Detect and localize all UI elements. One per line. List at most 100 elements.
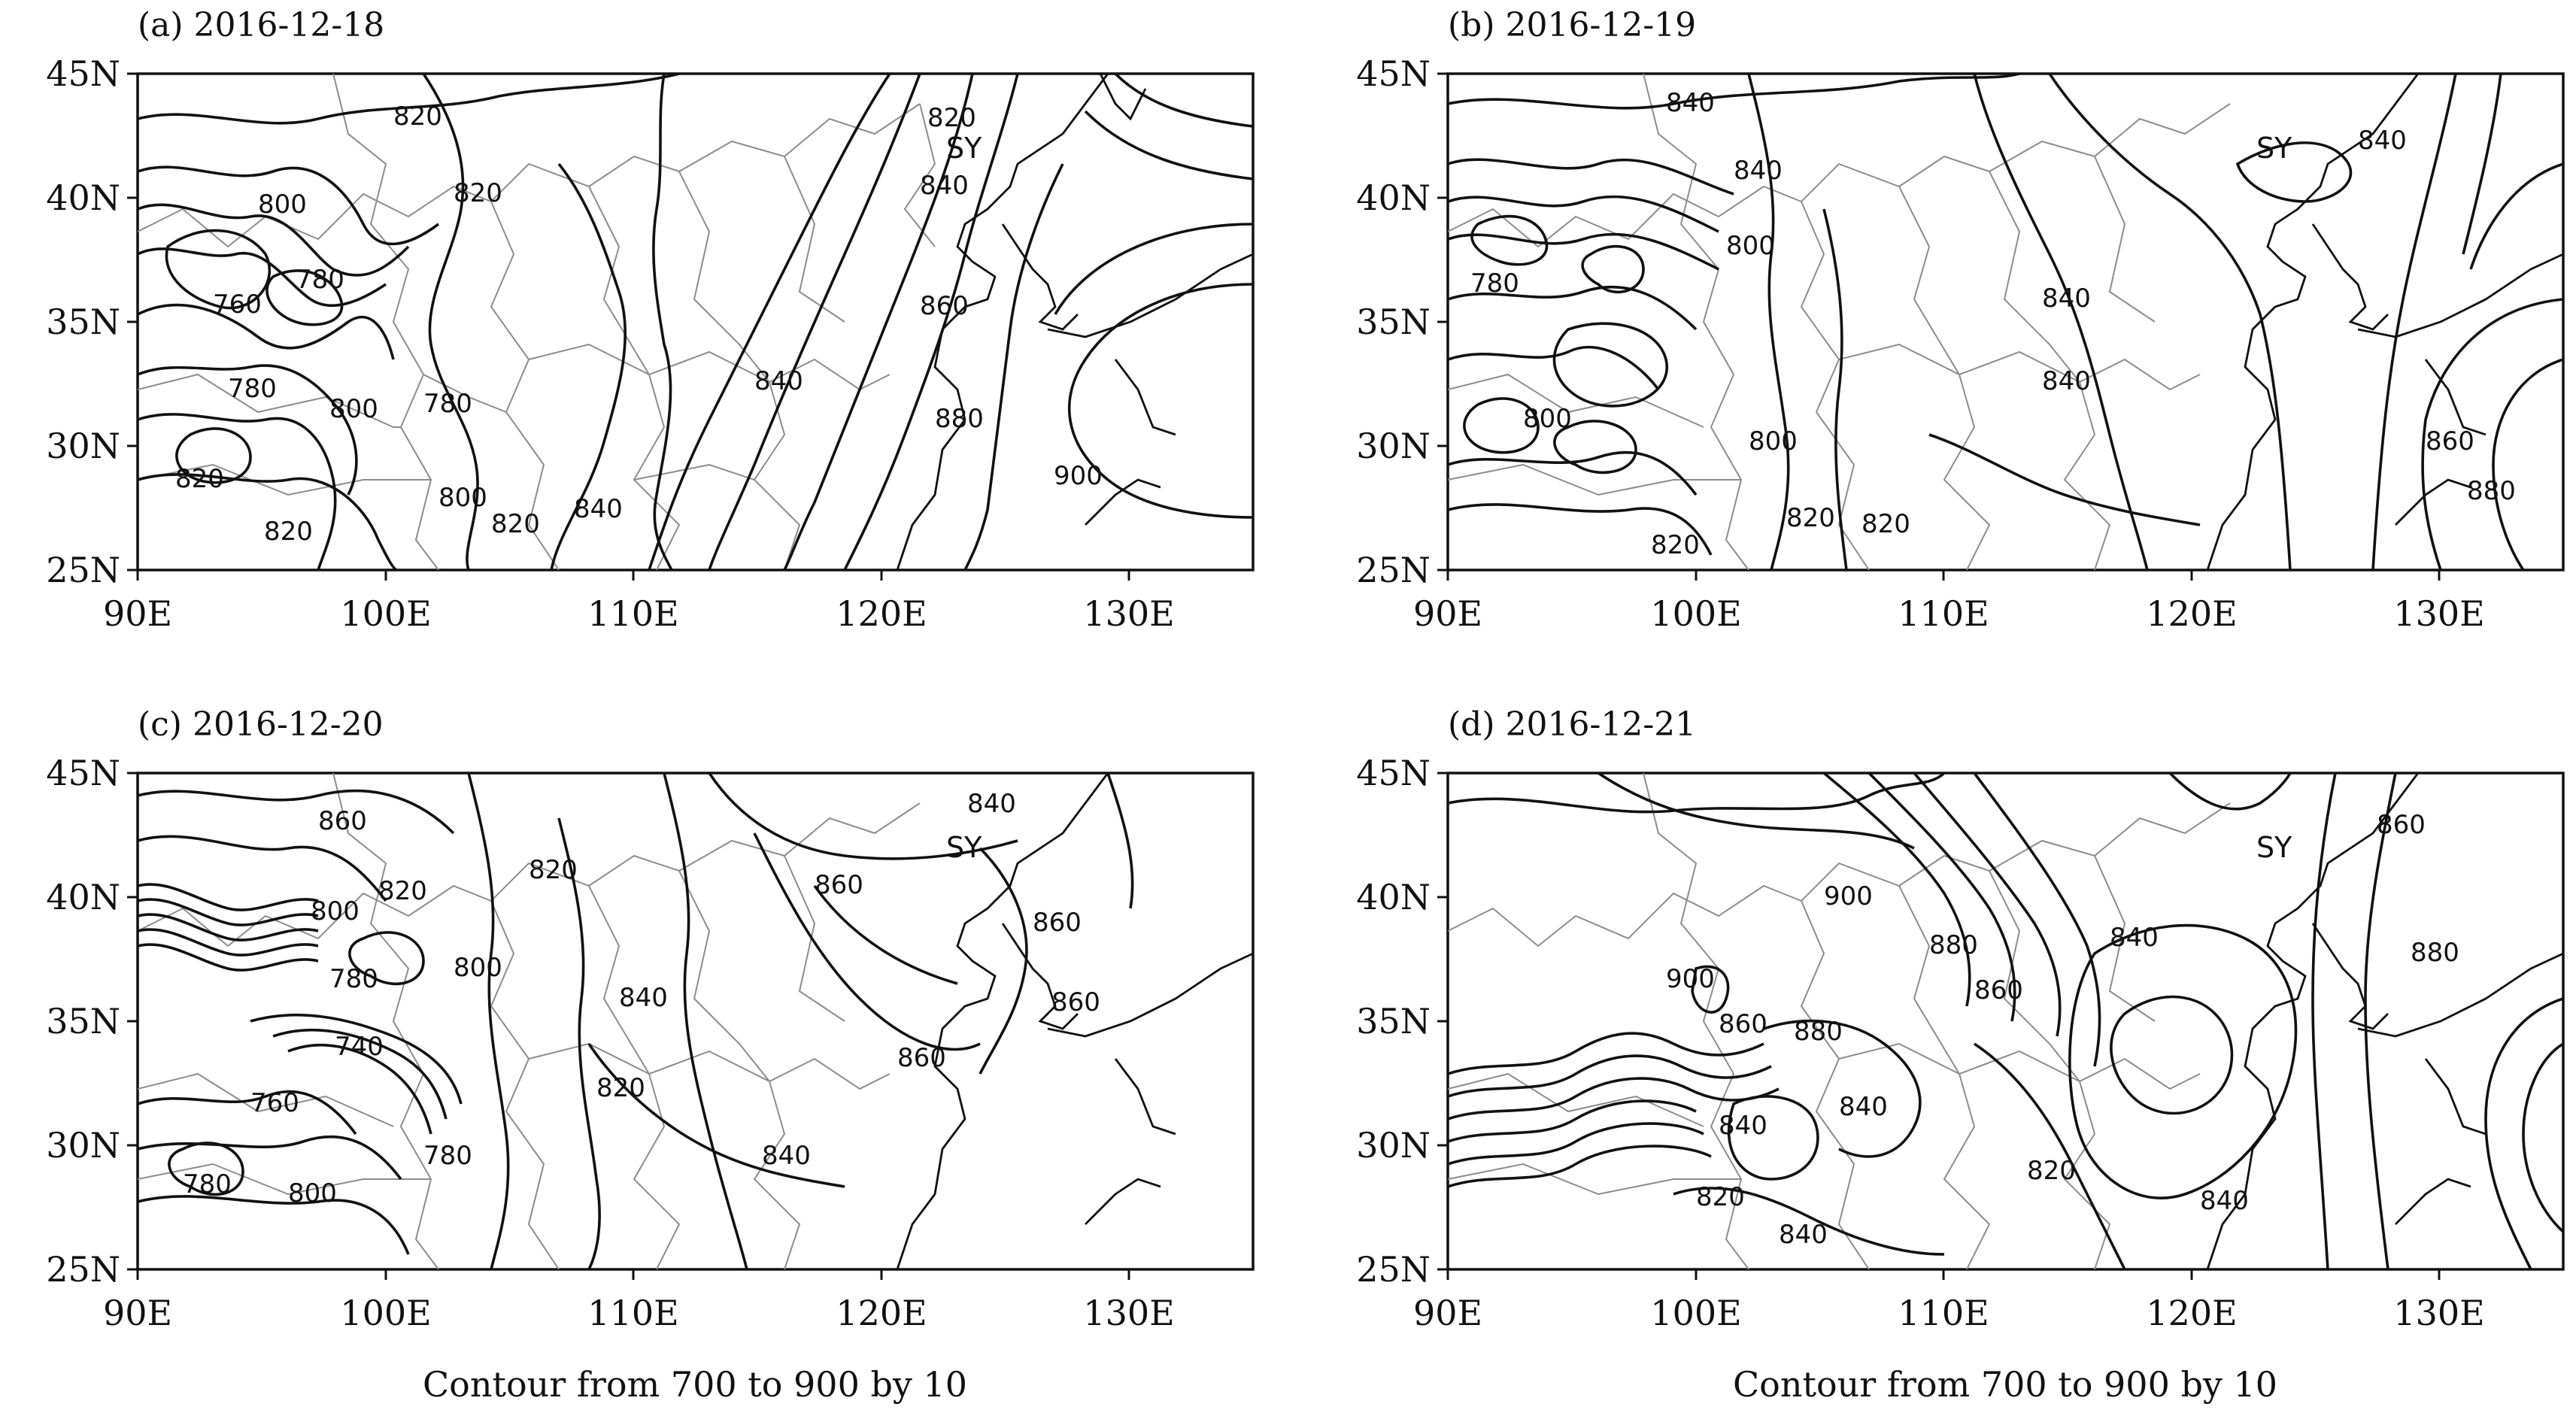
lat-tick-label: 45N xyxy=(46,753,120,793)
contour-label: 840 xyxy=(1666,88,1715,118)
contour-label: 800 xyxy=(454,953,502,983)
panel-title: (b) 2016-12-19 xyxy=(1448,6,1696,44)
contour-label: 800 xyxy=(258,190,307,220)
coastline xyxy=(896,773,1253,1269)
lon-tick-label: 110E xyxy=(587,593,678,634)
panel-title: (a) 2016-12-18 xyxy=(138,6,384,44)
axis-ticks xyxy=(1437,72,2441,581)
lat-tick-label: 45N xyxy=(1356,753,1431,793)
contour-label: 840 xyxy=(762,1141,811,1171)
contour-label: 860 xyxy=(920,291,969,321)
lat-tick-label: 30N xyxy=(1356,1125,1431,1166)
coastline xyxy=(2206,773,2563,1269)
contour-label: 840 xyxy=(1734,156,1783,186)
contour-label: 820 xyxy=(491,509,540,539)
contour-label: 800 xyxy=(329,394,378,424)
contour-label: 820 xyxy=(596,1073,645,1103)
contour-label: 880 xyxy=(2467,476,2516,506)
contour-label: 820 xyxy=(454,178,502,208)
contour-label: 840 xyxy=(967,789,1016,819)
lon-tick-labels: 90E 100E 110E 120E 130E xyxy=(1413,1293,2485,1333)
lon-tick-label: 100E xyxy=(340,1293,431,1333)
lon-tick-labels: 90E 100E 110E 120E 130E xyxy=(103,593,1175,634)
contour-label: 880 xyxy=(1929,930,1978,960)
lon-tick-label: 120E xyxy=(2146,1293,2237,1333)
contour-label: 820 xyxy=(1786,503,1835,533)
lon-tick-label: 110E xyxy=(587,1293,678,1333)
contour-label: 820 xyxy=(264,517,313,547)
lat-tick-label: 45N xyxy=(1356,53,1431,94)
contours xyxy=(1448,74,2563,570)
station-label: SY xyxy=(2256,831,2292,864)
station-label: SY xyxy=(946,831,982,864)
contour-label: 800 xyxy=(1749,426,1798,456)
lat-tick-label: 35N xyxy=(1356,1001,1431,1042)
contour-label: 860 xyxy=(815,870,863,900)
lat-tick-label: 30N xyxy=(46,1125,120,1166)
contour-label: 840 xyxy=(619,983,668,1013)
contours xyxy=(138,74,1253,570)
lon-tick-label: 90E xyxy=(103,1293,172,1333)
panel-b: (b) 2016-12-19 xyxy=(1356,6,2565,634)
caption: Contour from 700 to 900 by 10 xyxy=(1733,1364,2277,1405)
contour-label: 840 xyxy=(1719,1111,1767,1141)
map-frame xyxy=(136,72,1255,572)
lat-tick-label: 30N xyxy=(1356,426,1431,466)
contour-label: 780 xyxy=(296,265,344,295)
lat-tick-labels: 45N 40N 35N 30N 25N xyxy=(46,753,120,1290)
lat-tick-label: 25N xyxy=(1356,550,1431,590)
contour-label: 900 xyxy=(1054,461,1103,491)
contour-label: 800 xyxy=(1726,231,1775,261)
lat-tick-label: 40N xyxy=(46,177,120,218)
lon-tick-label: 110E xyxy=(1898,593,1989,634)
contour-label: 780 xyxy=(423,389,472,419)
contour-label: 820 xyxy=(393,102,442,132)
lat-tick-label: 40N xyxy=(1356,177,1431,218)
contour-label: 860 xyxy=(318,806,367,836)
contour-labels: 820 820 820 800 780 760 780 800 780 820 … xyxy=(175,102,1103,547)
contour-label: 820 xyxy=(175,464,224,494)
lon-tick-label: 100E xyxy=(1650,1293,1741,1333)
contour-label: 780 xyxy=(1470,268,1519,299)
lon-tick-label: 130E xyxy=(2393,1293,2484,1333)
contour-label: 740 xyxy=(335,1032,384,1062)
lat-tick-label: 40N xyxy=(1356,877,1431,917)
contours xyxy=(138,773,1134,1269)
panel-title: (d) 2016-12-21 xyxy=(1448,705,1696,744)
lon-tick-label: 100E xyxy=(1650,593,1741,634)
contour-label: 840 xyxy=(2110,923,2159,953)
lon-tick-label: 130E xyxy=(1083,593,1174,634)
lat-tick-label: 35N xyxy=(46,1001,120,1042)
contour-label: 760 xyxy=(250,1088,299,1118)
contour-labels: 860 800 820 820 780 740 760 780 800 800 … xyxy=(183,789,1100,1208)
contour-label: 860 xyxy=(1719,1009,1767,1039)
contour-label: 820 xyxy=(927,103,976,133)
lat-tick-label: 25N xyxy=(46,550,120,590)
contour-label: 760 xyxy=(213,290,262,320)
contour-label: 780 xyxy=(423,1141,472,1171)
lon-tick-label: 90E xyxy=(1413,1293,1482,1333)
station-label: SY xyxy=(2256,132,2292,165)
contour-label: 840 xyxy=(574,494,623,524)
contour-label: 840 xyxy=(2042,284,2091,314)
contour-label: 820 xyxy=(1861,509,1910,539)
contour-label: 820 xyxy=(1651,530,1700,560)
contour-label: 820 xyxy=(378,876,427,906)
contour-label: 820 xyxy=(1696,1182,1745,1212)
lon-tick-labels: 90E 100E 110E 120E 130E xyxy=(103,1293,1175,1333)
map-frame xyxy=(1446,772,2565,1271)
contour-label: 840 xyxy=(920,171,969,201)
axis-ticks xyxy=(127,772,1130,1280)
lon-tick-label: 130E xyxy=(2393,593,2484,634)
lat-tick-label: 25N xyxy=(46,1249,120,1290)
lat-tick-labels: 45N 40N 35N 30N 25N xyxy=(1356,53,1431,590)
contour-label: 840 xyxy=(2200,1186,2249,1216)
lat-tick-label: 35N xyxy=(1356,302,1431,342)
contour-label: 880 xyxy=(1794,1017,1843,1047)
contour-label: 900 xyxy=(1666,964,1715,994)
contour-labels: 900 900 880 880 860 860 840 840 820 840 … xyxy=(1666,810,2459,1250)
lat-tick-labels: 45N 40N 35N 30N 25N xyxy=(1356,753,1431,1290)
province-borders xyxy=(138,74,936,570)
contour-label: 780 xyxy=(329,964,378,994)
